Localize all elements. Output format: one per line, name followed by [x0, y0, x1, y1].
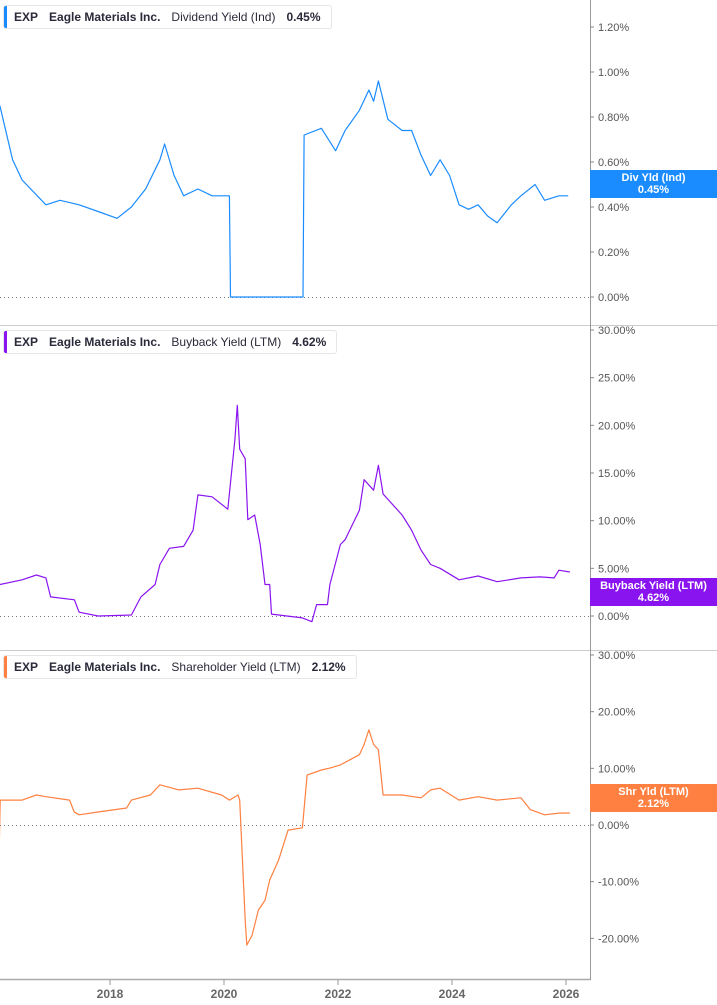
y-tick-label: 30.00% [598, 650, 636, 662]
y-tick-label: 0.00% [598, 820, 629, 832]
series-line-dividend-yield-ind- [0, 80, 569, 298]
legend-metric: Shareholder Yield (LTM) [171, 660, 301, 674]
legend-shareholder-yield: EXP Eagle Materials Inc. Shareholder Yie… [3, 655, 357, 679]
series-line-buyback-yield-ltm- [0, 404, 570, 623]
x-tick-label: 2024 [439, 987, 466, 1001]
series-line-shareholder-yield-ltm- [0, 729, 570, 946]
x-tick-label: 2026 [553, 987, 580, 1001]
legend-value: 4.62% [292, 335, 327, 349]
badge-value: 2.12% [637, 798, 670, 810]
y-tick-label: 0.20% [598, 247, 629, 259]
badge-label: Div Yld (Ind) [621, 172, 686, 184]
y-tick-label: -20.00% [598, 933, 639, 945]
x-tick-label: 2018 [97, 987, 124, 1001]
badge-value: 0.45% [637, 184, 670, 196]
y-tick-label: 1.20% [598, 22, 629, 34]
legend-dividend-yield: EXP Eagle Materials Inc. Dividend Yield … [3, 5, 332, 29]
legend-ticker: EXP [14, 335, 39, 349]
legend-company: Eagle Materials Inc. [49, 335, 161, 349]
y-tick-label: 0.60% [598, 157, 629, 169]
y-tick-label: 0.00% [598, 611, 629, 623]
legend-color-bar [4, 6, 7, 28]
legend-value: 2.12% [311, 660, 346, 674]
y-tick-label: 20.00% [598, 707, 636, 719]
y-tick-label: 0.40% [598, 202, 629, 214]
badge-dividend-yield: Div Yld (Ind) 0.45% [590, 170, 717, 198]
y-tick-label: 0.80% [598, 112, 629, 124]
badge-value: 4.62% [637, 592, 670, 604]
y-tick-label: 15.00% [598, 468, 636, 480]
legend-color-bar [4, 331, 7, 353]
y-tick-label: 10.00% [598, 763, 636, 775]
legend-company: Eagle Materials Inc. [49, 10, 161, 24]
badge-label: Shr Yld (LTM) [618, 786, 689, 798]
y-tick-label: 0.00% [598, 292, 629, 304]
y-tick-label: 5.00% [598, 563, 629, 575]
legend-value: 0.45% [286, 10, 321, 24]
legend-metric: Buyback Yield (LTM) [171, 335, 282, 349]
y-tick-label: 20.00% [598, 420, 636, 432]
legend-ticker: EXP [14, 10, 39, 24]
x-tick-label: 2022 [325, 987, 352, 1001]
legend-buyback-yield: EXP Eagle Materials Inc. Buyback Yield (… [3, 330, 338, 354]
badge-buyback-yield: Buyback Yield (LTM) 4.62% [590, 578, 717, 606]
badge-shareholder-yield: Shr Yld (LTM) 2.12% [590, 784, 717, 812]
badge-label: Buyback Yield (LTM) [600, 580, 707, 592]
legend-metric: Dividend Yield (Ind) [171, 10, 276, 24]
legend-ticker: EXP [14, 660, 39, 674]
legend-company: Eagle Materials Inc. [49, 660, 161, 674]
y-tick-label: 1.00% [598, 67, 629, 79]
y-tick-label: 25.00% [598, 373, 636, 385]
x-tick-label: 2020 [211, 987, 238, 1001]
legend-color-bar [4, 656, 7, 678]
y-tick-label: 10.00% [598, 516, 636, 528]
y-tick-label: 30.00% [598, 325, 636, 337]
y-tick-label: -10.00% [598, 877, 639, 889]
